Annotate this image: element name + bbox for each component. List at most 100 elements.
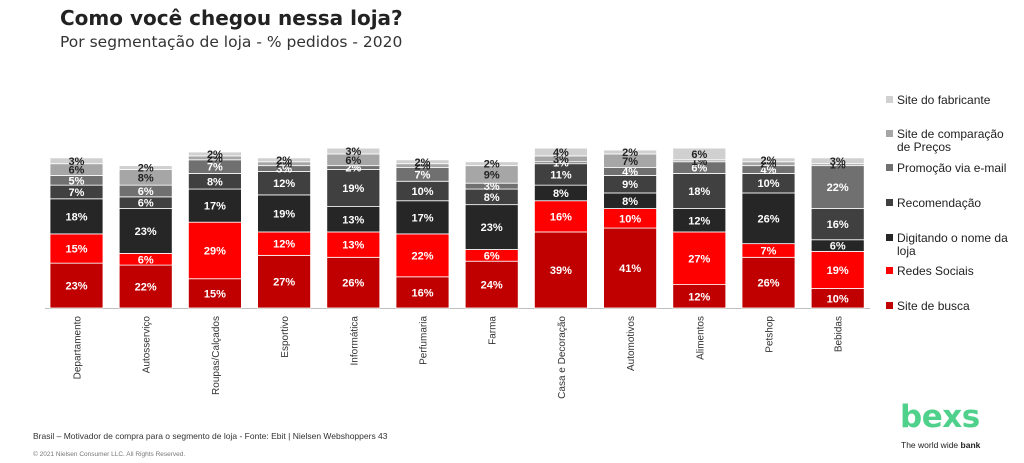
x-tick-label: Departamento (73, 316, 84, 380)
data-label: 6% (138, 186, 154, 198)
data-label: 3% (830, 156, 846, 168)
data-label: 39% (550, 265, 572, 277)
bar-segment (395, 159, 450, 165)
data-label: 8% (622, 196, 638, 208)
data-label: 4% (761, 165, 777, 177)
data-label: 3% (345, 146, 361, 158)
bar-segment (326, 169, 381, 208)
bar-segment (326, 256, 381, 309)
bar-segment (464, 161, 519, 167)
data-label: 2% (484, 159, 500, 171)
data-label: 3% (276, 164, 292, 176)
legend-swatch-digitando-o-nome-da-loja (886, 234, 893, 241)
bar-segment (603, 149, 657, 155)
data-label: 2% (761, 155, 777, 167)
bexs-logo: bexs (900, 399, 980, 435)
data-label: 7% (761, 245, 777, 257)
data-label: 17% (411, 212, 433, 224)
data-label: 15% (65, 244, 87, 256)
data-label: 6% (345, 155, 361, 167)
x-tick-label: Alimentos (695, 316, 706, 360)
data-label: 6% (830, 241, 846, 253)
bar-segment (741, 157, 796, 163)
bar-segment (534, 231, 588, 309)
data-label: 12% (688, 215, 710, 227)
bar-segment (257, 254, 312, 309)
data-label: 2% (415, 157, 431, 169)
bar-segment (326, 147, 381, 155)
bar-segment (118, 208, 173, 254)
legend-swatch-redes-sociais (886, 267, 893, 274)
data-label: 18% (65, 211, 87, 223)
data-label: 16% (550, 211, 572, 223)
data-label: 3% (484, 181, 500, 193)
x-tick-label: Automotivos (626, 316, 637, 371)
bar-segment (49, 262, 104, 309)
x-tick-label: Petshop (765, 316, 776, 353)
data-label: 19% (342, 183, 364, 195)
legend-swatch-recomendacao (886, 199, 893, 206)
legend-label-site-de-busca: Site de busca (897, 299, 970, 313)
bar-segment (603, 227, 657, 309)
data-label: 17% (204, 201, 226, 213)
data-label: 26% (757, 213, 779, 225)
data-label: 16% (827, 219, 849, 231)
x-tick-label: Bebidas (834, 316, 845, 352)
x-tick-label: Autosserviço (142, 316, 153, 374)
data-label: 6% (691, 163, 707, 175)
brand-tagline: The world wide bank (901, 440, 980, 450)
bar-segment (187, 221, 242, 280)
legend-label-site-de-comparacao-de-precos: Site de comparação de Preços (897, 127, 1004, 154)
data-label: 5% (69, 175, 85, 187)
x-tick-label: Roupas/Calçados (211, 316, 222, 395)
data-label: 4% (622, 167, 638, 179)
data-label: 22% (135, 282, 157, 294)
data-label: 10% (827, 293, 849, 305)
bar-segment (257, 194, 312, 233)
data-label: 9% (484, 169, 500, 181)
data-label: 6% (138, 254, 154, 266)
legend-label-promocao-via-e-mail: Promoção via e-mail (897, 161, 1006, 175)
data-label: 2% (622, 147, 638, 159)
bar-segment (534, 147, 588, 157)
data-label: 7% (622, 156, 638, 168)
data-label: 7% (207, 162, 223, 174)
x-tick-label: Farma (488, 316, 499, 345)
data-label: 22% (411, 250, 433, 262)
data-label: 26% (342, 278, 364, 290)
data-label: 19% (273, 208, 295, 220)
data-label: 8% (484, 192, 500, 204)
bar-segment (810, 165, 865, 209)
bar-segment (49, 157, 104, 165)
data-label: 29% (204, 245, 226, 257)
chart-subtitle: Por segmentação de loja - % pedidos - 20… (60, 33, 403, 51)
data-label: 4% (553, 147, 569, 159)
bar-segment (395, 233, 450, 278)
data-label: 23% (481, 222, 503, 234)
data-label: 27% (273, 277, 295, 289)
bar-segment (672, 147, 727, 161)
data-label: 23% (65, 281, 87, 293)
x-tick-label: Perfumaria (419, 316, 430, 365)
data-label: 13% (342, 214, 364, 226)
bar-segment (257, 157, 312, 163)
bar-segment (187, 151, 242, 157)
data-label: 12% (273, 239, 295, 251)
data-label: 7% (415, 169, 431, 181)
data-label: 13% (342, 240, 364, 252)
bar-segment (118, 264, 173, 309)
data-label: 11% (550, 169, 572, 181)
data-label: 16% (411, 287, 433, 299)
data-label: 27% (688, 253, 710, 265)
bar-segment (118, 165, 173, 170)
bar-segment (741, 256, 796, 309)
chart-title: Como você chegou nessa loja? (60, 6, 403, 30)
data-label: 15% (204, 288, 226, 300)
data-label: 22% (827, 182, 849, 194)
data-label: 8% (553, 188, 569, 200)
bar-segment (672, 231, 727, 285)
data-label: 12% (273, 178, 295, 190)
copyright-note: © 2021 Nielsen Consumer LLC. All Rights … (33, 451, 186, 458)
data-label: 19% (827, 265, 849, 277)
